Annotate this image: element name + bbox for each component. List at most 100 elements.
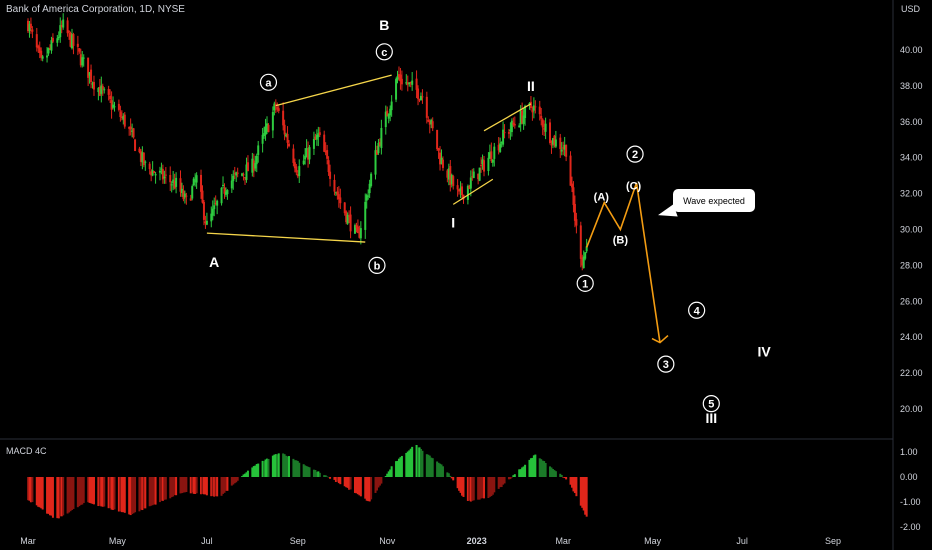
wave-label[interactable]: A xyxy=(209,254,219,270)
price-candle xyxy=(522,108,525,130)
macd-bar xyxy=(138,477,141,512)
macd-bar xyxy=(257,463,260,477)
price-candle xyxy=(191,184,194,201)
price-candle xyxy=(129,118,132,136)
macd-bar xyxy=(60,477,63,517)
price-candle xyxy=(441,156,444,171)
price-candle xyxy=(513,116,516,129)
wave-label[interactable]: b xyxy=(368,256,386,274)
macd-bar xyxy=(251,467,254,477)
macd-bar xyxy=(346,477,349,488)
price-candle xyxy=(532,97,535,119)
price-candle xyxy=(141,146,144,170)
price-candle xyxy=(327,156,330,176)
price-axis[interactable]: 40.00 38.00 36.00 34.00 32.00 30.00 28.00 26.00… xyxy=(900,45,923,414)
time-axis[interactable]: Mar May Jul Sep Nov 2023 Mar May Jul Sep xyxy=(20,536,841,546)
macd-bar xyxy=(302,464,305,477)
macd-bar xyxy=(119,477,122,512)
price-candle xyxy=(144,160,147,171)
wave-label[interactable]: 5 xyxy=(702,395,720,413)
price-candle xyxy=(395,77,398,103)
price-candle xyxy=(353,223,356,235)
wave-label[interactable]: (C) xyxy=(626,181,642,193)
trendline[interactable] xyxy=(275,74,392,107)
wave-label[interactable]: 3 xyxy=(657,355,675,373)
macd-bar xyxy=(29,477,32,503)
wave-label-text: B xyxy=(379,17,389,33)
price-candle xyxy=(28,21,31,38)
macd-bar xyxy=(179,477,182,494)
macd-bar xyxy=(210,477,213,497)
wave-label[interactable]: B xyxy=(379,17,389,33)
trendline[interactable] xyxy=(483,103,532,132)
wave-label[interactable]: 4 xyxy=(688,301,706,319)
price-candle xyxy=(541,118,544,136)
macd-bar xyxy=(220,477,223,496)
price-candle xyxy=(97,86,100,101)
price-tick-label: 36.00 xyxy=(900,117,923,127)
macd-bar xyxy=(318,472,321,477)
price-candle xyxy=(314,133,317,140)
price-candle xyxy=(214,195,217,206)
macd-bar xyxy=(160,477,163,501)
price-candle xyxy=(431,117,434,132)
wave-label[interactable]: III xyxy=(705,410,717,426)
wave-label[interactable]: c xyxy=(375,43,393,61)
macd-bar xyxy=(518,469,521,477)
price-candle xyxy=(469,170,472,197)
macd-bar xyxy=(283,454,286,477)
trendline[interactable] xyxy=(452,178,494,205)
price-candle xyxy=(358,225,361,239)
price-candle xyxy=(390,95,393,117)
price-candle xyxy=(462,194,465,204)
wave-label[interactable]: 1 xyxy=(576,274,594,292)
price-candle xyxy=(348,210,351,224)
macd-bar xyxy=(559,473,562,477)
price-candle xyxy=(308,145,311,165)
macd-bar xyxy=(244,473,247,477)
macd-bar xyxy=(254,465,257,477)
price-candle xyxy=(266,116,269,135)
macd-bar xyxy=(582,477,585,511)
macd-bar xyxy=(305,466,308,477)
macd-bar xyxy=(100,477,103,507)
price-candle xyxy=(179,170,182,197)
macd-bar xyxy=(572,477,575,492)
wave-label[interactable]: II xyxy=(527,78,535,94)
price-candle xyxy=(123,112,126,129)
macd-bar xyxy=(78,477,81,507)
macd-bar xyxy=(51,477,54,518)
macd-bar xyxy=(264,459,267,477)
macd-bar xyxy=(411,446,414,477)
price-candle xyxy=(100,76,103,103)
macd-bar xyxy=(417,447,420,477)
symbol-title[interactable]: Bank of America Corporation, 1D, NYSE xyxy=(6,4,185,15)
price-candle xyxy=(436,129,439,151)
macd-bar xyxy=(450,477,453,479)
trendline[interactable] xyxy=(206,232,366,243)
wave-label[interactable]: IV xyxy=(757,344,771,360)
price-candle xyxy=(200,169,203,199)
macd-bar xyxy=(377,477,380,488)
price-candle xyxy=(377,139,380,155)
macd-axis[interactable]: 1.00 0.00 -1.00 -2.00 xyxy=(900,447,921,532)
wave-label[interactable]: (B) xyxy=(613,234,629,246)
projection-path[interactable] xyxy=(585,182,661,343)
macd-bar xyxy=(336,477,339,482)
price-tick-label: 38.00 xyxy=(900,81,923,91)
macd-title[interactable]: MACD 4C xyxy=(6,446,47,456)
macd-bar xyxy=(509,477,512,480)
macd-bar xyxy=(164,477,167,500)
wave-label[interactable]: 2 xyxy=(626,145,644,163)
price-candle xyxy=(154,171,157,184)
macd-bar xyxy=(195,477,198,494)
wave-label[interactable]: a xyxy=(259,73,278,91)
macd-bar xyxy=(40,477,43,509)
macd-bar xyxy=(497,477,500,489)
wave-label[interactable]: I xyxy=(451,214,455,230)
price-candle xyxy=(246,155,249,172)
wave-label[interactable]: (A) xyxy=(594,191,610,203)
macd-bar xyxy=(172,477,175,497)
wave-expected-callout[interactable]: Wave expected xyxy=(673,189,755,212)
